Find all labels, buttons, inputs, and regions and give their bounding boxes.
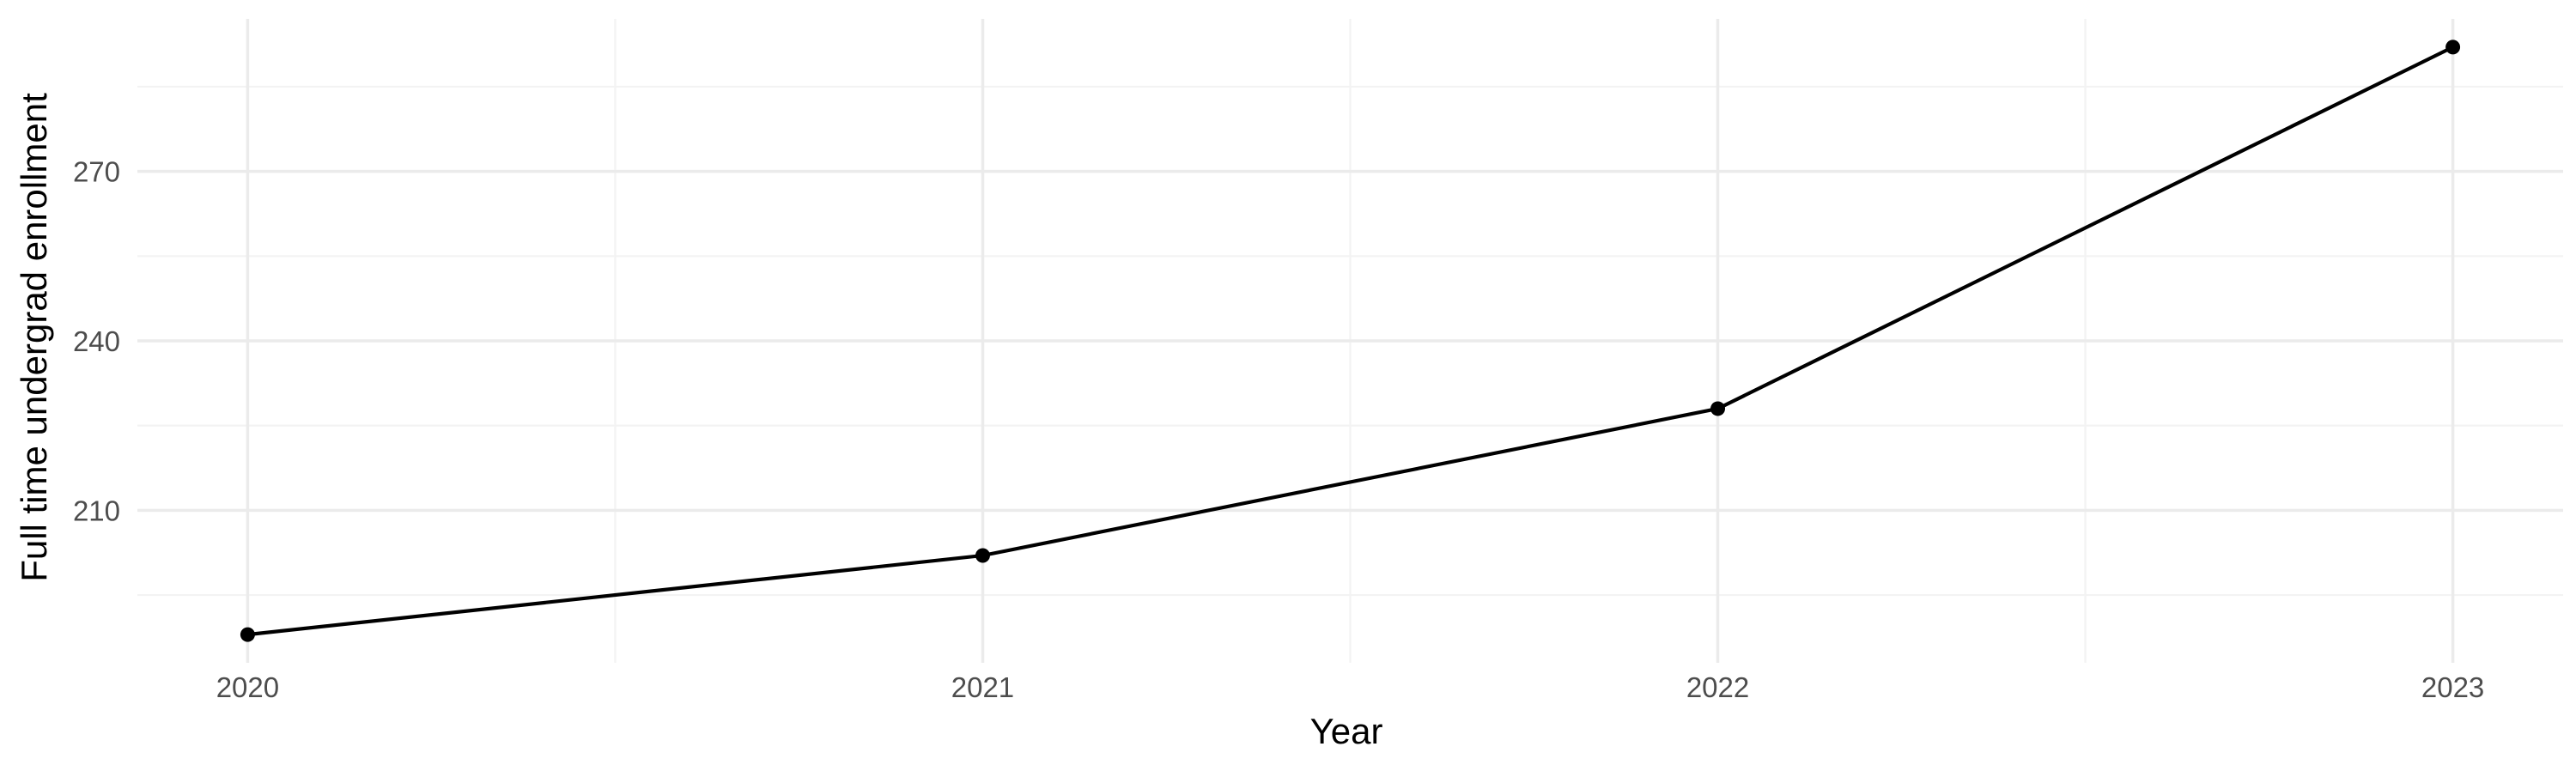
y-tick-label: 210	[73, 495, 120, 526]
series-line	[246, 45, 2455, 637]
y-tick-label: 270	[73, 156, 120, 188]
major-gridlines	[137, 19, 2563, 663]
x-tick-label: 2023	[2421, 671, 2484, 703]
data-point	[1710, 401, 1726, 416]
y-tick-label: 240	[73, 325, 120, 357]
x-tick-label: 2020	[216, 671, 279, 703]
x-axis-tick-labels: 2020 2021 2022 2023	[216, 671, 2485, 703]
data-point	[2445, 39, 2461, 55]
y-axis-tick-labels: 210 240 270	[73, 156, 120, 527]
x-tick-label: 2021	[951, 671, 1014, 703]
data-point	[975, 548, 990, 563]
x-axis-title: Year	[1310, 711, 1383, 751]
y-axis-title: Full time undergrad enrollment	[14, 93, 54, 582]
data-point	[240, 627, 255, 642]
x-tick-label: 2022	[1686, 671, 1749, 703]
series-layer	[240, 39, 2461, 642]
minor-gridlines	[137, 19, 2563, 663]
